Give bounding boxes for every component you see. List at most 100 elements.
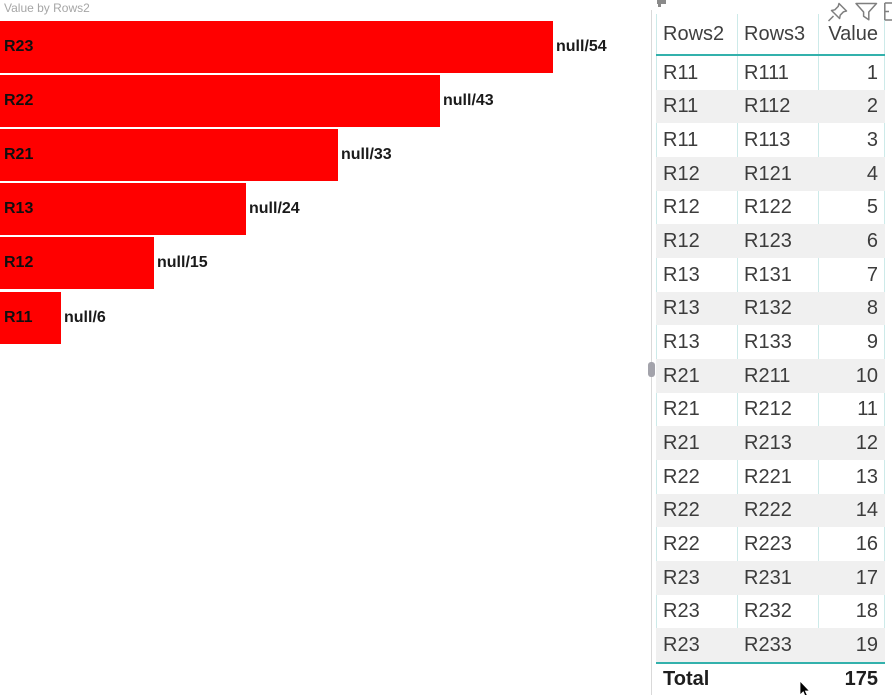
bar-data-label: null/54 (556, 38, 607, 55)
table-gridline-col1 (737, 14, 738, 695)
bar-row: R21 null/33 (0, 129, 652, 181)
column-header-rows3[interactable]: Rows3 (744, 23, 806, 45)
scrollbar-thumb[interactable] (648, 362, 655, 377)
table-cell: R113 (744, 128, 791, 151)
table-cell: R112 (744, 95, 791, 117)
table-cell: R21 (663, 431, 700, 454)
table-cell: R212 (744, 398, 792, 420)
table-row[interactable]: R22 R223 16 (656, 527, 885, 561)
table-cell: 18 (855, 600, 878, 622)
table-row[interactable]: R12 R121 4 (656, 157, 885, 191)
table-row[interactable]: R12 R123 6 (656, 224, 885, 258)
total-value: 175 (844, 668, 878, 690)
table-cell: R121 (744, 162, 792, 185)
bar-category-label: R22 (4, 92, 34, 109)
table-cell: R13 (663, 263, 700, 286)
table-cell: R23 (663, 633, 700, 656)
table-row[interactable]: R22 R222 14 (656, 494, 885, 527)
table-row[interactable]: R21 R211 10 (656, 359, 885, 393)
table-cell: R223 (744, 532, 792, 555)
bar-data-label: null/43 (443, 92, 494, 109)
table-cell: 11 (857, 398, 878, 420)
bar-chart-visual: Value by Rows2 R23 null/54 R22 null/43 R21 nu… (0, 1, 652, 344)
bar-R23[interactable] (0, 21, 553, 73)
table-row[interactable]: R21 R213 12 (656, 426, 885, 460)
total-topline (656, 662, 885, 664)
cropped-ui-fragment (657, 0, 666, 4)
table-cell: R131 (744, 263, 792, 286)
table-cell: R222 (744, 499, 792, 521)
header-underline (656, 54, 885, 56)
bar-category-label: R12 (4, 254, 34, 271)
bar-data-label: null/6 (64, 309, 106, 326)
table-cell: 16 (855, 532, 878, 555)
table-row[interactable]: R11 R111 1 (656, 56, 885, 90)
column-header-rows2[interactable]: Rows2 (663, 23, 725, 45)
pin-icon[interactable] (826, 1, 850, 28)
table-row[interactable]: R11 R112 2 (656, 90, 885, 123)
table-row[interactable]: R21 R212 11 (656, 393, 885, 426)
table-row[interactable]: R13 R131 7 (656, 258, 885, 292)
bar-R12[interactable] (0, 237, 154, 289)
table-cell: 7 (866, 263, 878, 286)
bar-data-label: null/15 (157, 254, 208, 271)
bar-R21[interactable] (0, 129, 338, 181)
table-cell: 5 (866, 196, 878, 218)
focus-mode-partial-icon[interactable] (884, 2, 892, 26)
bar-R13[interactable] (0, 183, 246, 235)
bar-R11[interactable] (0, 292, 61, 344)
table-row[interactable]: R11 R113 3 (656, 123, 885, 157)
table-row[interactable]: R23 R231 17 (656, 561, 885, 595)
bar-category-label: R23 (4, 38, 34, 55)
table-cell: R13 (663, 297, 700, 319)
table-cell: 6 (866, 229, 878, 252)
bar-row: R12 null/15 (0, 237, 652, 289)
table-cell: R123 (744, 229, 792, 252)
table-cell: 12 (855, 431, 878, 454)
table-cell: R11 (663, 95, 699, 117)
table-gridline-right (884, 14, 885, 695)
table-cell: R132 (744, 297, 792, 319)
table-cell: 2 (866, 95, 878, 117)
table-cell: 17 (855, 566, 878, 589)
table-gridline-col2 (818, 14, 819, 695)
table-row[interactable]: R23 R232 18 (656, 595, 885, 628)
table-total-row[interactable]: Total 175 (656, 664, 885, 695)
column-header-value[interactable]: Value (828, 23, 878, 45)
table-cell: R221 (744, 465, 792, 488)
table-row[interactable]: R23 R233 19 (656, 628, 885, 662)
table-cell: 3 (866, 128, 878, 151)
bar-category-label: R11 (4, 309, 33, 326)
bar-category-label: R13 (4, 200, 34, 217)
bar-category-label: R21 (4, 146, 34, 163)
table-cell: R22 (663, 499, 700, 521)
table-cell: 4 (866, 162, 878, 185)
table-row[interactable]: R13 R132 8 (656, 292, 885, 325)
table-cell: R111 (744, 61, 789, 84)
bar-R22[interactable] (0, 75, 440, 127)
table-cell: R13 (663, 330, 700, 353)
bar-row: R11 null/6 (0, 292, 652, 344)
table-cell: R122 (744, 196, 792, 218)
table-row[interactable]: R12 R122 5 (656, 191, 885, 224)
table-cell: R21 (663, 364, 700, 387)
table-cell: R11 (663, 61, 699, 84)
table-cell: R12 (663, 162, 700, 185)
filter-icon[interactable] (854, 2, 879, 27)
table-cell: R12 (663, 196, 700, 218)
table-cell: 19 (855, 633, 878, 656)
table-gridline-left (656, 14, 657, 695)
table-cell: R23 (663, 600, 700, 622)
scrollbar-track[interactable] (651, 10, 652, 695)
table-cell: R233 (744, 633, 792, 656)
table-cell: R232 (744, 600, 792, 622)
table-row[interactable]: R13 R133 9 (656, 325, 885, 359)
chart-title: Value by Rows2 (4, 1, 90, 15)
table-cell: 10 (855, 364, 878, 387)
table-cell: R21 (663, 398, 700, 420)
table-row[interactable]: R22 R221 13 (656, 460, 885, 494)
bar-row: R23 null/54 (0, 21, 652, 73)
table-cell: 8 (866, 297, 878, 319)
bar-data-label: null/24 (249, 200, 300, 217)
